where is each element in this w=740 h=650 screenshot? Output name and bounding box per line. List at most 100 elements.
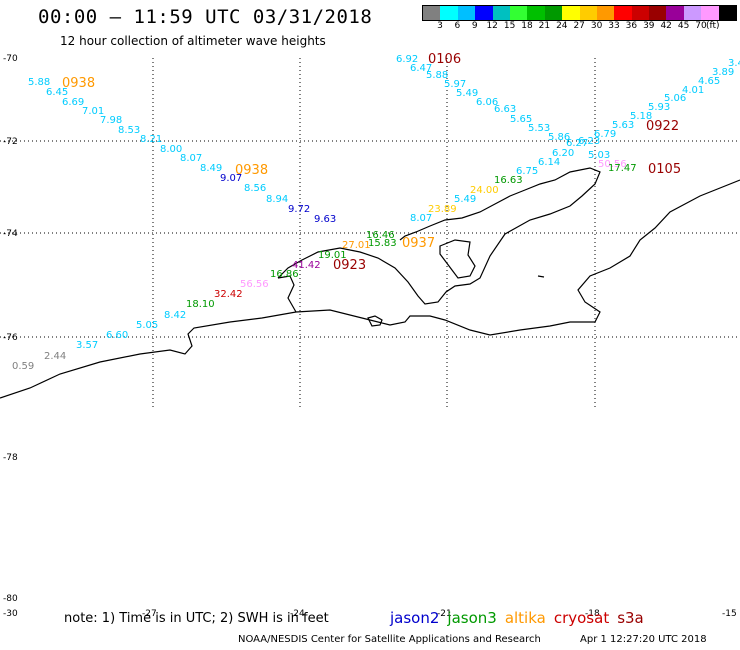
- legend-swatch: [509, 6, 528, 20]
- wave-height-value: 5.05: [136, 320, 158, 331]
- updated-timestamp: Apr 1 12:27:20 UTC 2018: [580, 634, 707, 645]
- pass-labels: 0938 0938 0106 0922 0105 0937 0923: [62, 52, 681, 273]
- legend-swatch: [492, 6, 510, 20]
- pass-time-label: 0923: [333, 258, 366, 273]
- wave-height-value: 5.03: [588, 150, 610, 161]
- legend-label: 3: [437, 21, 443, 31]
- wave-height-value: 0.59: [12, 361, 34, 372]
- wave-height-value: 17.47: [608, 163, 637, 174]
- legend-swatch: [423, 6, 441, 20]
- coastline-dot: [537, 275, 545, 278]
- legend-label: 30: [590, 21, 603, 31]
- wave-height-value: 6.79: [594, 129, 616, 140]
- legend-swatch: [579, 6, 597, 20]
- pass-time-label: 0937: [402, 236, 435, 251]
- legend-swatch: [649, 6, 667, 20]
- wave-height-value: 41.42: [292, 260, 321, 271]
- satellite-cryosat: cryosat: [553, 609, 610, 627]
- wave-height-value: 16.86: [270, 269, 299, 280]
- wave-height-value: 8.53: [118, 125, 140, 136]
- legend-label: 45: [677, 21, 690, 31]
- legend-label: 15: [503, 21, 516, 31]
- footnote: note: 1) Time is in UTC; 2) SWH is in fe…: [64, 611, 329, 626]
- wave-height-value: 6.23: [578, 136, 600, 147]
- wave-height-value: 16.63: [494, 175, 523, 186]
- wave-height-value: 5.86: [548, 132, 570, 143]
- wave-height-value: 6.69: [62, 97, 84, 108]
- lon-label: -15: [722, 609, 737, 619]
- wave-height-value: 5.53: [528, 123, 550, 134]
- legend-label: 70: [695, 21, 707, 31]
- lat-label: -78: [3, 453, 18, 463]
- pass-time-label: 0105: [648, 162, 681, 177]
- legend-label: 42: [660, 21, 672, 31]
- wave-height-value: 15.83: [368, 238, 397, 249]
- legend-swatches: [422, 5, 738, 21]
- wave-height-value: 8.21: [140, 134, 162, 145]
- legend-label: 6: [454, 21, 461, 31]
- coastline-inlet: [277, 275, 297, 313]
- lon-label: -27: [142, 609, 157, 619]
- legend-swatch: [544, 6, 563, 20]
- wave-height-value: 6.75: [516, 166, 538, 177]
- wave-height-value: 9.72: [288, 204, 310, 215]
- satellite-jason2: jason2: [390, 609, 440, 627]
- wave-height-value: 2.44: [44, 351, 66, 362]
- legend-label: 12: [486, 21, 498, 31]
- lat-label: -76: [3, 333, 18, 343]
- satellite-jason3: jason3: [447, 609, 497, 627]
- satellite-altika: altika: [504, 609, 546, 627]
- pass-time-label: 0922: [646, 119, 679, 134]
- wave-height-value: 8.56: [244, 183, 266, 194]
- wave-height-value: 5.97: [444, 79, 466, 90]
- legend-swatch: [666, 6, 684, 20]
- lat-label: -80: [3, 594, 18, 604]
- lat-label: -70: [3, 54, 18, 64]
- wave-height-value: 6.60: [106, 330, 128, 341]
- legend-swatch: [718, 6, 737, 20]
- wave-height-value: 4.65: [698, 76, 720, 87]
- legend-swatch: [631, 6, 650, 20]
- wave-height-value: 9.07: [220, 173, 242, 184]
- legend-swatch: [527, 6, 545, 20]
- color-legend: 3 6 9 12 15 18 21 24 27 30 33 36 39 42 45 70 (ft): [422, 5, 738, 31]
- page-subtitle: 12 hour collection of altimeter wave hei…: [60, 34, 326, 48]
- legend-labels: 3 6 9 12 15 18 21 24 27 30 33 36 39 42 45 70: [422, 21, 732, 35]
- lon-label: -24: [290, 609, 305, 619]
- wave-height-value: 6.20: [552, 148, 574, 159]
- wave-height-value: 6.47: [410, 63, 432, 74]
- satellite-s3a: s3a: [617, 609, 644, 627]
- wave-height-value: 6.14: [538, 157, 560, 168]
- wave-height-value: 8.07: [180, 153, 202, 164]
- wave-height-value: 6.92: [396, 54, 418, 65]
- legend-swatch: [614, 6, 632, 20]
- pass-time-label: 0938: [62, 76, 95, 91]
- wave-height-value: 27.01: [342, 240, 371, 251]
- legend-label: 27: [573, 21, 585, 31]
- wave-height-value: 5.63: [612, 120, 634, 131]
- lat-label: -74: [3, 229, 18, 239]
- legend-label: 36: [625, 21, 638, 31]
- legend-swatch: [475, 6, 493, 20]
- wave-height-value: 5.93: [648, 102, 670, 113]
- coastline-shelf: [0, 179, 740, 399]
- wave-height-value: 5.88: [28, 77, 50, 88]
- wave-height-value: 8.94: [266, 194, 288, 205]
- lon-label: -21: [437, 609, 452, 619]
- wave-height-value: 3.89: [712, 67, 734, 78]
- wave-height-value: 56.56: [240, 279, 269, 290]
- legend-label: 18: [521, 21, 533, 31]
- wave-height-value: 5.49: [456, 88, 478, 99]
- lat-label: -72: [3, 137, 18, 147]
- wave-height-value: 50.56: [598, 159, 627, 170]
- legend-swatch: [701, 6, 719, 20]
- legend-label: 21: [538, 21, 551, 31]
- wave-height-value: 7.01: [82, 106, 104, 117]
- legend-swatch: [457, 6, 476, 20]
- wave-height-value: 5.49: [454, 194, 476, 205]
- coastline-islet: [367, 315, 383, 327]
- wave-height-value: 7.98: [100, 115, 122, 126]
- legend-label: 39: [643, 21, 655, 31]
- coastline: [0, 167, 740, 399]
